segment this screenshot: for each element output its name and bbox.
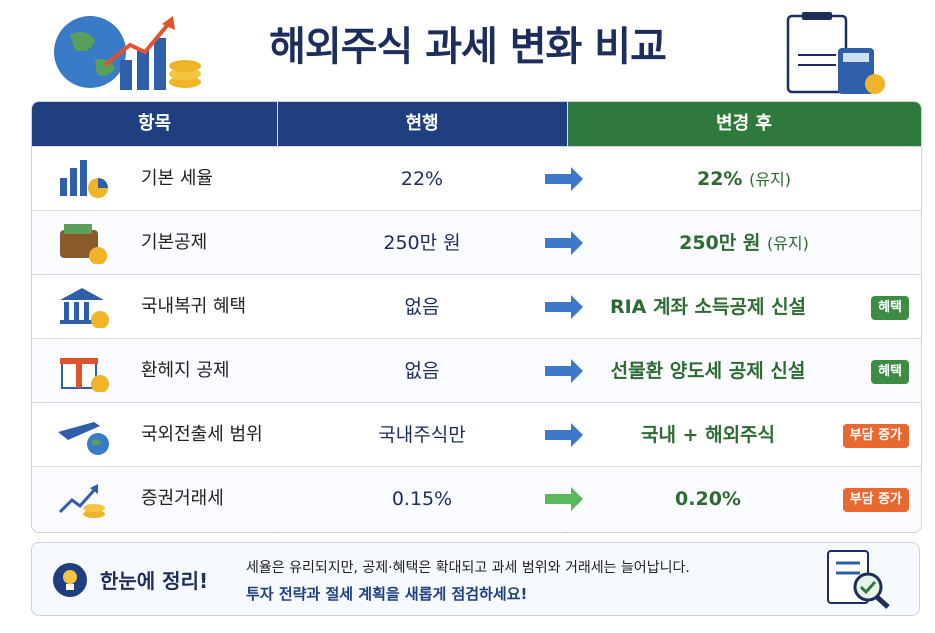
comparison-table: 항목 현행 변경 후 기본 세율 22% 22% (유지) 기본공제 250만 원 250… <box>31 101 922 533</box>
table-row: 국외전출세 범위 국내주식만 국내 + 해외주식 부담 증가 <box>32 402 921 467</box>
badge: 부담 증가 <box>842 488 909 512</box>
table-row: 국내복귀 혜택 없음 RIA 계좌 소득공제 신설 혜택 <box>32 274 921 339</box>
badge: 혜택 <box>871 296 909 320</box>
arrow <box>545 487 583 511</box>
bulb-icon <box>53 563 87 597</box>
arrow <box>545 231 583 255</box>
current-cell: 22% <box>400 168 444 190</box>
arrow <box>545 295 583 319</box>
arrow <box>545 359 583 383</box>
arrow <box>545 423 583 447</box>
item-cell: 기본 세율 <box>141 168 213 189</box>
after-cell: 선물환 양도세 공제 신설 <box>567 339 849 403</box>
current-cell: 없음 <box>404 360 440 382</box>
row-icon <box>58 422 109 455</box>
row-icon <box>60 224 107 264</box>
row-icon <box>60 288 109 328</box>
tax-icon <box>786 12 885 94</box>
header-cell: 현행 <box>277 102 567 146</box>
row-icon <box>60 160 108 198</box>
after-cell: 22% (유지) <box>567 147 921 211</box>
after-cell: 국내 + 해외주식 <box>567 403 849 467</box>
badge: 부담 증가 <box>842 424 909 448</box>
row-icon <box>60 358 109 392</box>
after-value: 국내 + 해외주식 <box>640 424 776 446</box>
summary-text: 세율은 유리되지만, 공제·혜택은 확대되고 과세 범위와 거래세는 늘어납니다… <box>246 560 690 576</box>
arrow <box>545 167 583 191</box>
after-value: 선물환 양도세 공제 신설 <box>610 360 806 382</box>
globe-chart-icon <box>54 16 201 90</box>
item-cell: 국내복귀 혜택 <box>141 296 247 317</box>
after-cell: 250만 원 (유지) <box>567 211 921 275</box>
after-value: 0.20% <box>675 488 741 510</box>
title: 해외주식 과세 변화 비교 <box>269 24 667 70</box>
after-cell: 0.20% <box>567 467 849 531</box>
badge: 혜택 <box>871 360 909 384</box>
table-row: 기본 세율 22% 22% (유지) <box>32 146 921 211</box>
after-cell: RIA 계좌 소득공제 신설 <box>567 275 849 339</box>
item-cell: 증권거래세 <box>141 488 224 509</box>
current-cell: 국내주식만 <box>378 424 466 446</box>
table-row: 증권거래세 0.15% 0.20% 부담 증가 <box>32 466 921 531</box>
header-cell: 변경 후 <box>567 102 921 146</box>
after-value: 250만 원 <box>679 232 761 254</box>
after-note: (유지) <box>766 234 809 253</box>
table-row: 환헤지 공제 없음 선물환 양도세 공제 신설 혜택 <box>32 338 921 403</box>
summary-label: 한눈에 정리! <box>100 569 209 593</box>
after-note: (유지) <box>749 170 792 189</box>
table-row: 기본공제 250만 원 250만 원 (유지) <box>32 210 921 275</box>
summary-box: 한눈에 정리! 세율은 유리되지만, 공제·혜택은 확대되고 과세 범위와 거래… <box>31 542 920 616</box>
item-cell: 국외전출세 범위 <box>141 424 263 445</box>
current-cell: 없음 <box>404 296 440 318</box>
current-cell: 250만 원 <box>383 232 461 254</box>
summary-text: 투자 전략과 절세 계획을 새롭게 점검하세요! <box>246 585 528 603</box>
item-cell: 환헤지 공제 <box>141 360 230 381</box>
after-value: RIA 계좌 소득공제 신설 <box>609 296 807 318</box>
item-cell: 기본공제 <box>141 232 208 253</box>
current-cell: 0.15% <box>391 488 453 510</box>
checklist-icon <box>827 550 890 609</box>
row-icon <box>58 484 105 518</box>
after-value: 22% <box>696 168 743 190</box>
header-cell: 항목 <box>32 102 277 146</box>
